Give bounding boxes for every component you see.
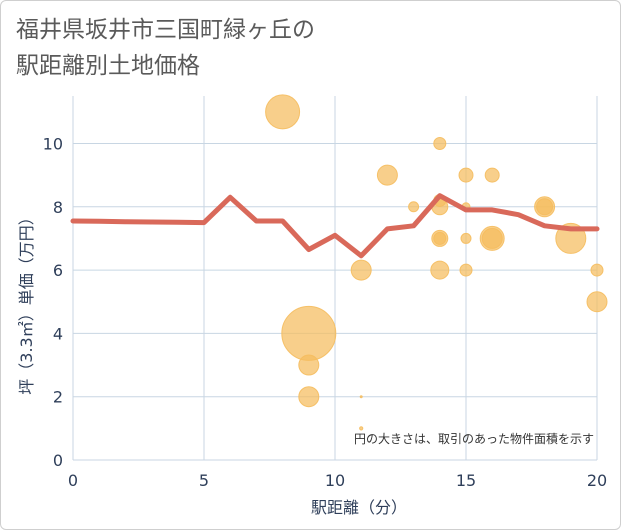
y-tick-labels: 0 2 4 6 8 10 xyxy=(43,134,63,470)
average-price-line xyxy=(70,193,600,259)
x-tick-label-0: 0 xyxy=(68,471,78,490)
bubble-point-15 xyxy=(458,167,474,183)
y-axis-label: 坪（3.3㎡）単価（万円） xyxy=(17,209,36,394)
bubble-point-8 xyxy=(408,201,420,213)
chart-title-line1: 福井県坂井市三国町緑ヶ丘の xyxy=(16,17,315,43)
grid-lines xyxy=(72,96,598,461)
chart-title: 福井県坂井市三国町緑ヶ丘の 駅距離別土地価格 xyxy=(16,12,315,84)
bubble-point-14 xyxy=(430,260,450,280)
x-tick-labels: 0 5 10 15 20 xyxy=(68,471,607,490)
x-axis-label: 駅距離（分） xyxy=(311,498,407,517)
chart-title-line2: 駅距離別土地価格 xyxy=(16,53,200,79)
average-line-series xyxy=(70,193,600,259)
bubble-point-23 xyxy=(536,198,554,216)
bubble-point-6 xyxy=(359,426,364,431)
x-tick-label-2: 10 xyxy=(325,471,345,490)
bubble-point-17 xyxy=(460,232,472,244)
x-tick-label-4: 20 xyxy=(587,471,607,490)
bubble-point-2 xyxy=(298,354,320,376)
bubble-point-0 xyxy=(265,94,301,130)
x-tick-label-3: 15 xyxy=(456,471,476,490)
y-tick-label-4: 8 xyxy=(53,198,63,217)
bubble-point-7 xyxy=(376,164,398,186)
bubble-point-18 xyxy=(459,263,473,277)
x-tick-label-1: 5 xyxy=(199,471,209,490)
bubble-point-9 xyxy=(433,136,447,150)
size-note: 円の大きさは、取引のあった物件面積を示す xyxy=(354,431,594,446)
y-tick-label-3: 6 xyxy=(53,261,63,280)
bubble-point-1 xyxy=(281,305,337,361)
bubble-point-21 xyxy=(481,227,503,249)
bubble-point-26 xyxy=(586,291,608,313)
bubble-point-13 xyxy=(433,231,447,245)
bubble-point-3 xyxy=(298,386,320,408)
bubble-series xyxy=(265,94,608,431)
bubble-point-5 xyxy=(359,395,363,399)
y-tick-label-1: 2 xyxy=(53,388,63,407)
y-tick-label-5: 10 xyxy=(43,134,63,153)
bubble-point-4 xyxy=(350,259,372,281)
bubble-point-25 xyxy=(590,263,604,277)
bubble-point-19 xyxy=(484,167,500,183)
y-tick-label-2: 4 xyxy=(53,324,63,343)
y-tick-label-0: 0 xyxy=(53,451,63,470)
